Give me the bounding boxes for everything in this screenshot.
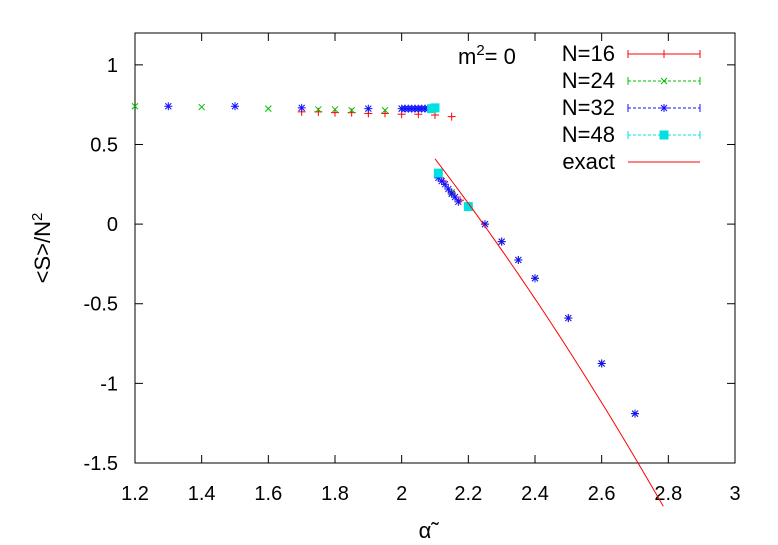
data-point: [447, 112, 456, 121]
x-tick-labels: 1.2 1.4 1.6 1.8 2 2.2 2.4 2.6 2.8 3: [121, 483, 740, 505]
x-axis-label: α̃: [419, 518, 440, 543]
data-point: [198, 103, 206, 111]
data-point: [597, 359, 606, 368]
data-point: [631, 409, 639, 418]
data-point: [348, 106, 356, 114]
annotation-main: m: [458, 44, 476, 69]
data-point: [331, 106, 339, 113]
data-point: [514, 255, 523, 264]
x-tick-label: 2.8: [654, 483, 682, 505]
annotation-rest: = 0: [485, 44, 516, 69]
plot-frame: [134, 32, 736, 464]
exact-curve: [434, 158, 664, 507]
x-tick-label: 1.2: [121, 483, 149, 505]
data-point: [444, 185, 453, 194]
x-tick-label: 1.4: [188, 483, 216, 505]
y-tick-label: 0.5: [90, 134, 118, 156]
legend-label: exact: [562, 149, 615, 174]
legend-label: N=48: [562, 122, 615, 147]
legend-label: N=16: [562, 41, 615, 66]
data-point: [454, 197, 463, 206]
x-tick-label: 2.6: [588, 483, 616, 505]
legend-marker: [660, 50, 668, 58]
series-n48: [427, 103, 473, 212]
data-point: [314, 106, 322, 113]
x-tick-label: 2.2: [454, 483, 482, 505]
y-tick-label: -1: [100, 373, 118, 395]
series-n32: [164, 102, 639, 418]
annotation-sup: 2: [476, 42, 484, 59]
data-point: [497, 237, 506, 246]
y-tick-labels: 1 0.5 0 -0.5 -1 -1.5: [84, 55, 118, 475]
y-tick-label: 0: [107, 214, 118, 236]
data-point: [564, 314, 573, 323]
y-tick-label: 1: [107, 55, 118, 77]
data-point: [441, 180, 449, 189]
y-axis-label-sup: 2: [29, 213, 46, 221]
data-series: [131, 102, 639, 418]
annotation: m2= 0: [458, 42, 516, 69]
legend-marker: [660, 77, 668, 85]
data-point: [131, 102, 139, 110]
data-point: [164, 102, 173, 111]
data-point: [364, 104, 373, 113]
y-axis-label: <S>/N2: [29, 213, 55, 284]
legend-marker: [659, 130, 669, 140]
data-point: [231, 102, 239, 111]
tick-marks: [134, 33, 736, 464]
data-point: [381, 106, 389, 114]
x-tick-label: 1.8: [321, 483, 349, 505]
legend-marker: [660, 104, 668, 112]
y-axis-label-main: <S>/N: [30, 221, 55, 283]
data-point: [433, 168, 443, 178]
y-tick-label: -1.5: [84, 453, 118, 475]
legend-label: N=24: [562, 68, 615, 93]
data-point: [297, 103, 306, 112]
x-tick-label: 3: [729, 483, 740, 505]
x-tick-label: 2.4: [521, 483, 549, 505]
data-point: [264, 105, 272, 113]
data-point: [531, 274, 539, 283]
data-point: [451, 193, 459, 202]
x-tick-label: 1.6: [254, 483, 282, 505]
x-tick-label: 2: [396, 483, 407, 505]
legend-label: N=32: [562, 95, 615, 120]
y-tick-label: -0.5: [84, 294, 118, 316]
data-point: [430, 103, 440, 113]
